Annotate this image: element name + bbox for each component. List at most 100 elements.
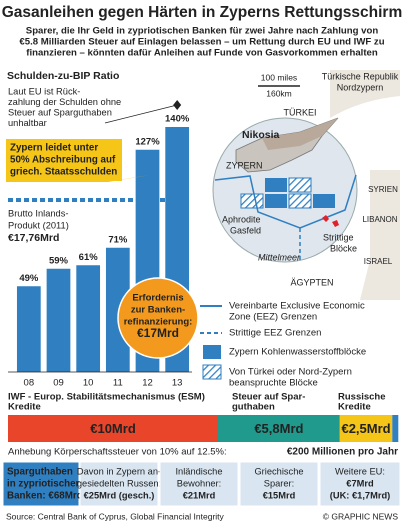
refinancing-label: zur Banken- (131, 305, 185, 316)
stack-segment (218, 415, 340, 442)
deposit-label: Banken: €68Mrd (7, 491, 83, 502)
land-turkey (330, 70, 400, 118)
map-label: ZYPERN (226, 160, 263, 170)
block (313, 194, 335, 208)
map-label: LIBANON (362, 215, 397, 224)
land-levant (360, 170, 400, 300)
deposit-label: in zypriotischen (7, 479, 82, 490)
deposit-box (239, 461, 319, 507)
note: Laut EU ist Rück- (8, 86, 80, 96)
legend-swatch (203, 345, 221, 359)
x-tick-label: 11 (113, 378, 123, 389)
bar (16, 286, 41, 372)
legend-label: Russische (338, 392, 386, 403)
credit: © GRAPHIC NEWS (323, 511, 399, 521)
deposit-label: Bewohner: (177, 478, 221, 488)
deposit-label: €25Mrd (gesch.) (84, 490, 155, 500)
subtitle: €5.8 Milliarden Steuer auf Einlagen bela… (19, 37, 384, 48)
gdp-label: Brutto Inlands- (8, 208, 68, 218)
refinancing-label: Erfordernis (132, 293, 183, 304)
map-label: Nikosia (242, 129, 280, 141)
map-label: 100 miles (261, 72, 297, 82)
block (288, 193, 312, 209)
deposit-label: €15Mrd (263, 490, 296, 500)
deposit-label: Weitere EU: (335, 466, 385, 476)
callout-bg (6, 139, 122, 181)
map-label: 160km (266, 88, 292, 98)
note: zahlung der Schulden ohne (8, 97, 121, 107)
map-label: Aphrodite (222, 214, 261, 224)
callout-text: 50% Abschreibung auf (10, 155, 116, 166)
value-label: 71% (108, 234, 128, 245)
title: Gasanleihen gegen Härten in Zyperns Rett… (2, 4, 403, 21)
subtitle: finanzieren – könnten dafür Anleihen auf… (26, 48, 378, 59)
bar (105, 247, 130, 372)
callout-text: Zypern leidet unter (10, 143, 98, 154)
value-label: 49% (19, 273, 39, 284)
north-cyprus (262, 118, 338, 150)
legend-label: IWF - Europ. Stabilitätsmechanismus (ESM… (8, 392, 205, 403)
x-tick-label: 12 (142, 378, 153, 389)
value-label: 127% (135, 136, 160, 147)
legend-label: Von Türkei oder Nord-Zypern (229, 367, 352, 378)
deposit-box (319, 461, 401, 507)
value-label: 61% (79, 252, 99, 263)
segment-label: €2,5Mrd (341, 421, 390, 436)
block (288, 177, 312, 193)
note-leader (104, 104, 178, 124)
block (240, 193, 264, 209)
legend-label: Kredite (8, 402, 41, 413)
bar (46, 268, 71, 372)
refinancing-circle (117, 277, 199, 359)
map-label: Nordzypern (337, 82, 384, 92)
note: Steuer auf Sparguthaben (8, 107, 112, 117)
legend-swatch (202, 364, 222, 380)
legend-label: guthaben (232, 402, 275, 413)
deposit-label: Davon in Zypern an- (77, 466, 161, 476)
deposit-box (79, 461, 159, 507)
gdp-bg (6, 207, 86, 249)
deposit-label: (UK: €1,7Mrd) (330, 490, 390, 500)
refinancing-label: €17Mrd (137, 326, 179, 340)
value-label: 140% (165, 114, 190, 125)
deposit-label: Sparer: (264, 478, 295, 488)
subtitle: Sparer, die Ihr Geld in zypriotischen Ba… (26, 26, 379, 37)
map-label: Blöcke (330, 243, 357, 253)
tax-value: €200 Millionen pro Jahr (287, 447, 398, 458)
block (265, 194, 287, 208)
map-label: Gasfeld (230, 225, 261, 235)
bar (76, 265, 101, 372)
deposit-box (2, 461, 80, 507)
gdp-label: €17,76Mrd (8, 232, 59, 244)
block (265, 178, 287, 192)
source: Source: Central Bank of Cyprus, Global F… (6, 511, 225, 521)
note: unhaltbar (8, 118, 47, 128)
map-label: ÄGYPTEN (290, 277, 333, 287)
deposit-label: Griechische (254, 466, 303, 476)
stack-tail (392, 415, 399, 442)
callout-text: griech. Staatsschulden (10, 167, 117, 178)
legend-label: Strittige EEZ Grenzen (229, 328, 321, 339)
legend-label: Steuer auf Spar- (232, 392, 305, 403)
x-tick-label: 08 (24, 378, 35, 389)
x-tick-label: 13 (172, 378, 183, 389)
map-label: Mittelmeer (258, 252, 301, 262)
legend-label: beanspruchte Blöcke (229, 378, 318, 389)
chart-title: Schulden-zu-BIP Ratio (7, 70, 119, 82)
map-label: TÜRKEI (283, 107, 316, 117)
map-label: ISRAEL (364, 257, 393, 266)
legend-label: Zone (EEZ) Grenzen (229, 312, 317, 323)
deposit-label: Sparguthaben (7, 467, 73, 478)
deposit-label: €7Mrd (346, 478, 374, 488)
stack-segment (339, 415, 393, 442)
gas-field (322, 215, 339, 227)
tax-note: Anhebung Körperschaftssteuer von 10% auf… (8, 447, 227, 458)
legend-label: Zypern Kohlenwasserstoffblöcke (229, 347, 366, 358)
eez-line (214, 174, 357, 229)
gdp-label: Produkt (2011) (8, 220, 69, 230)
x-tick-label: 09 (53, 378, 64, 389)
legend-label: Kredite (338, 402, 371, 413)
map-label: Strittige (323, 232, 354, 242)
stack-segment (8, 415, 218, 442)
